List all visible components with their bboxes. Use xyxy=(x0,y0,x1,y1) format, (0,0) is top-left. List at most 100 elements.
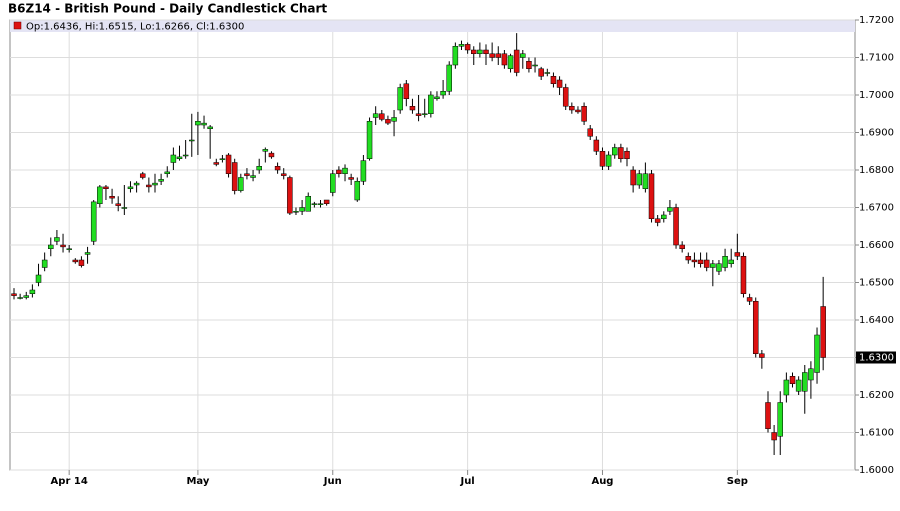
candle-body xyxy=(72,259,79,263)
candle-body xyxy=(280,173,287,176)
candle-body xyxy=(562,87,569,107)
y-tick-label: 1.6700 xyxy=(859,203,894,214)
candle-body xyxy=(274,166,281,171)
candle-body xyxy=(728,259,734,264)
candle-body xyxy=(207,126,213,129)
candle-body xyxy=(789,376,796,384)
candle-body xyxy=(471,49,477,54)
candle-body xyxy=(397,87,403,111)
candle-body xyxy=(593,139,600,152)
last-price-tag xyxy=(856,351,896,364)
candle-body xyxy=(152,182,158,186)
candle-body xyxy=(348,177,354,180)
candle-body xyxy=(54,237,60,242)
candle-body xyxy=(722,256,728,268)
candle-body xyxy=(703,259,710,268)
candle-body xyxy=(409,106,416,111)
candle-body xyxy=(164,171,170,174)
candle-body xyxy=(293,211,299,213)
candle-body xyxy=(802,372,808,392)
candle-body xyxy=(287,177,293,214)
y-tick-label: 1.6900 xyxy=(859,128,894,139)
candle-body xyxy=(90,201,97,242)
candle-body xyxy=(624,151,630,159)
y-tick-label: 1.6500 xyxy=(859,278,894,289)
candle-body xyxy=(403,83,410,99)
candle-body xyxy=(452,46,459,66)
candle-body xyxy=(765,402,771,429)
candle-body xyxy=(244,173,250,176)
legend-text: Op:1.6436, Hi:1.6515, Lo:1.6266, Cl:1.63… xyxy=(26,22,244,33)
y-tick-label: 1.6600 xyxy=(859,240,894,251)
candle-body xyxy=(213,162,220,165)
candle-body xyxy=(636,173,643,186)
candle-body xyxy=(66,248,72,250)
candle-body xyxy=(29,289,36,294)
candle-body xyxy=(391,117,397,122)
candle-body xyxy=(109,196,115,199)
candle-body xyxy=(250,175,256,178)
candle-body xyxy=(60,244,66,248)
candle-body xyxy=(477,49,483,54)
candle-body xyxy=(336,169,342,174)
candle-body xyxy=(446,64,452,92)
y-tick-label: 1.6400 xyxy=(859,315,894,326)
candle-body xyxy=(158,179,164,182)
candle-body xyxy=(599,151,606,167)
candle-body xyxy=(795,379,802,392)
candle-body xyxy=(170,154,177,163)
candle-body xyxy=(78,259,85,266)
candle-body xyxy=(783,379,790,396)
candle-body xyxy=(489,53,495,58)
candle-body xyxy=(538,68,544,77)
candle-body xyxy=(746,297,753,302)
candle-body xyxy=(311,203,318,205)
candle-body xyxy=(734,252,741,257)
candle-body xyxy=(268,152,275,158)
candle-body xyxy=(587,128,593,137)
candle-body xyxy=(97,186,103,204)
candle-body xyxy=(23,295,30,298)
x-tick-label: Apr 14 xyxy=(51,476,88,487)
candle-body xyxy=(342,167,348,174)
candle-body xyxy=(740,256,747,294)
candle-body xyxy=(575,109,581,113)
candle-body xyxy=(256,166,262,171)
candle-body xyxy=(771,432,777,441)
candle-body xyxy=(434,96,440,99)
candle-body xyxy=(526,61,532,69)
candle-body xyxy=(176,156,183,159)
candle-body xyxy=(648,173,655,219)
y-tick-label: 1.6000 xyxy=(859,465,894,476)
candle-body xyxy=(691,259,698,263)
x-tick-label: May xyxy=(186,476,209,487)
x-tick-label: Aug xyxy=(591,476,613,487)
y-tick-label: 1.6800 xyxy=(859,165,894,176)
candle-body xyxy=(483,49,489,54)
candle-body xyxy=(550,76,557,84)
candle-body xyxy=(17,297,23,299)
candle-body xyxy=(464,44,471,51)
legend-swatch xyxy=(13,21,22,30)
candle-body xyxy=(11,293,17,296)
candle-body xyxy=(372,113,379,118)
candle-body xyxy=(820,306,826,358)
candle-body xyxy=(759,353,765,358)
candle-body xyxy=(697,259,704,264)
candle-body xyxy=(507,55,514,69)
candle-body xyxy=(513,49,520,73)
candle-body xyxy=(238,177,244,191)
y-tick-label: 1.7200 xyxy=(859,15,894,26)
candle-body xyxy=(544,72,551,74)
x-tick-label: Jun xyxy=(323,476,342,487)
candle-body xyxy=(752,301,759,354)
candle-body xyxy=(225,154,232,174)
candle-body xyxy=(317,203,324,205)
candle-body xyxy=(495,53,502,58)
candle-body xyxy=(330,173,336,193)
x-tick-label: Jul xyxy=(459,476,474,487)
candle-body xyxy=(501,53,508,66)
candle-body xyxy=(556,79,563,88)
candle-body xyxy=(366,121,373,159)
